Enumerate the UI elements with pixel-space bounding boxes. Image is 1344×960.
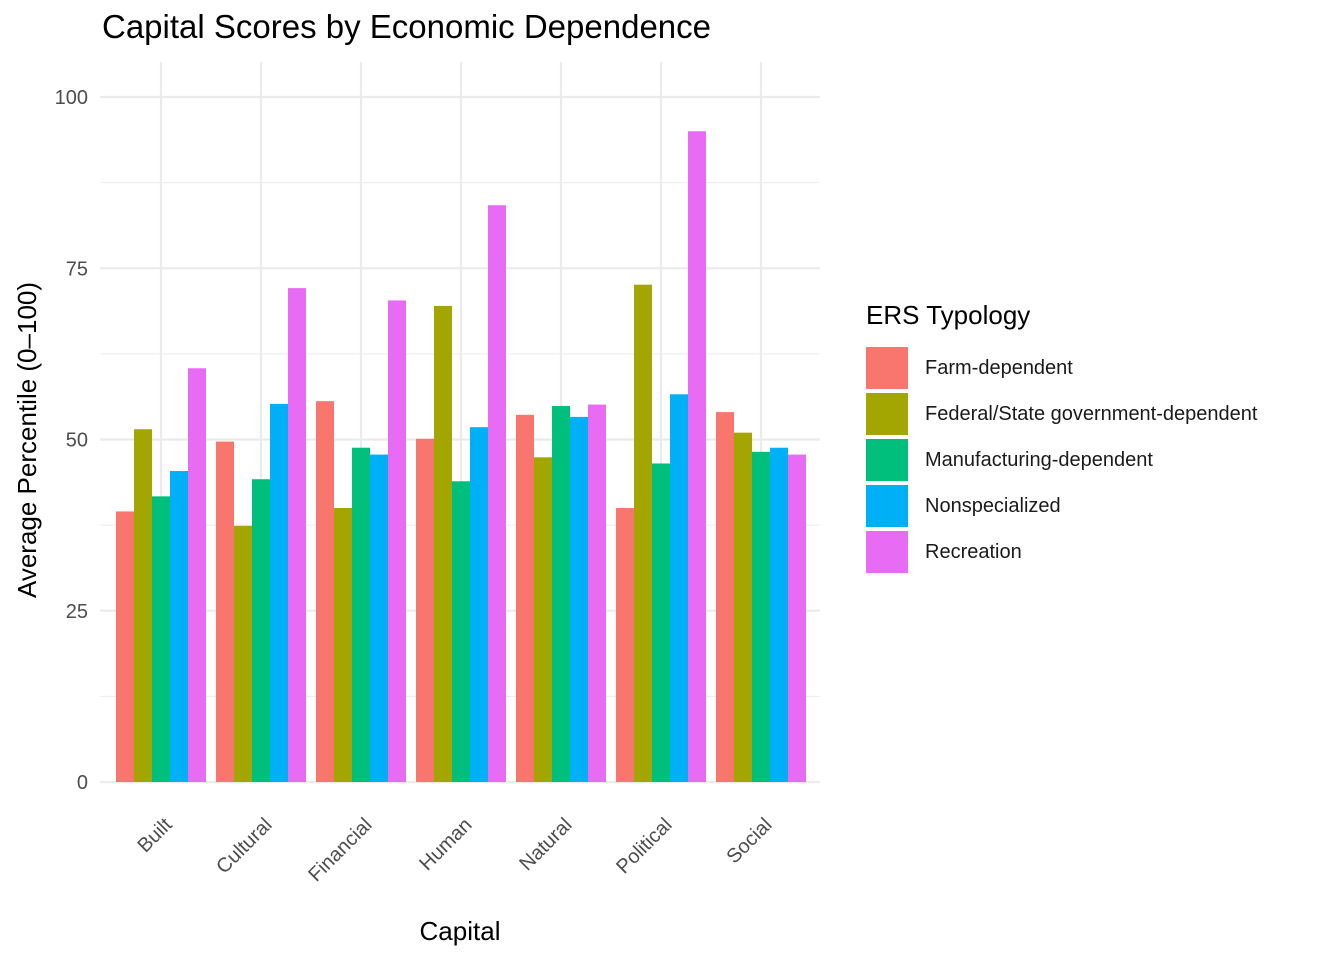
legend-label: Nonspecialized: [925, 494, 1061, 517]
legend-swatch: [866, 347, 908, 389]
y-axis-ticks: 0 25 50 75 100: [55, 87, 88, 794]
x-tick-label-human: Human: [415, 814, 476, 875]
bar-cultural-3: [270, 403, 288, 782]
x-axis-title: Capital: [420, 916, 501, 946]
bar-social-2: [752, 451, 770, 782]
bar-cultural-2: [252, 479, 270, 782]
bar-natural-3: [570, 416, 588, 782]
legend-item: Federal/State government-dependent: [866, 391, 1257, 437]
bar-human-4: [488, 205, 506, 783]
x-tick-label-built: Built: [133, 814, 176, 857]
bar-political-4: [688, 131, 706, 782]
legend-label: Manufacturing-dependent: [925, 448, 1153, 471]
legend-items: Farm-dependent Federal/State government-d…: [866, 345, 1257, 575]
bar-social-3: [770, 447, 788, 782]
y-axis-title: Average Percentile (0–100): [12, 282, 42, 598]
bar-cultural-0: [216, 441, 234, 782]
bar-built-2: [152, 496, 170, 782]
x-tick-label-social: Social: [722, 814, 776, 868]
bar-financial-1: [334, 508, 352, 782]
y-tick-label: 0: [77, 772, 88, 794]
bar-political-3: [670, 394, 688, 782]
bar-political-0: [616, 508, 634, 782]
bar-natural-0: [516, 414, 534, 782]
bar-financial-3: [370, 454, 388, 782]
legend-swatch: [866, 531, 908, 573]
bar-social-1: [734, 432, 752, 782]
legend: ERS Typology Farm-dependent Federal/State…: [866, 300, 1257, 575]
bar-financial-0: [316, 401, 334, 782]
legend-swatch: [866, 439, 908, 481]
x-tick-label-political: Political: [612, 814, 676, 878]
bar-cultural-1: [234, 525, 252, 782]
bar-human-2: [452, 481, 470, 782]
bar-built-0: [116, 511, 134, 782]
bar-built-4: [188, 368, 206, 782]
bar-natural-2: [552, 405, 570, 782]
x-axis-ticks: Built Cultural Financial Human Natural Politi…: [133, 814, 776, 886]
legend-label: Recreation: [925, 540, 1022, 563]
legend-label: Federal/State government-dependent: [925, 402, 1258, 425]
bar-built-3: [170, 471, 188, 782]
y-tick-label: 75: [66, 258, 88, 280]
bar-human-1: [434, 305, 452, 782]
bar-cultural-4: [288, 288, 306, 782]
bar-human-0: [416, 438, 434, 782]
x-tick-label-cultural: Cultural: [212, 814, 276, 878]
bar-natural-4: [588, 404, 606, 782]
bars: [116, 131, 806, 783]
bar-built-1: [134, 429, 152, 782]
legend-item: Recreation: [866, 529, 1257, 575]
legend-swatch: [866, 485, 908, 527]
y-tick-label: 100: [55, 87, 88, 109]
legend-item: Farm-dependent: [866, 345, 1257, 391]
y-tick-label: 25: [66, 601, 88, 623]
chart-title: Capital Scores by Economic Dependence: [102, 8, 712, 45]
legend-swatch: [866, 393, 908, 435]
legend-title: ERS Typology: [866, 300, 1031, 330]
legend-label: Farm-dependent: [925, 356, 1073, 379]
bar-social-4: [788, 454, 806, 782]
x-tick-label-financial: Financial: [304, 814, 376, 886]
bar-political-1: [634, 284, 652, 782]
legend-item: Nonspecialized: [866, 483, 1257, 529]
bar-natural-1: [534, 457, 552, 782]
y-tick-label: 50: [66, 430, 88, 452]
bar-financial-4: [388, 300, 406, 782]
x-tick-label-natural: Natural: [515, 814, 576, 875]
bar-social-0: [716, 412, 734, 782]
bar-human-3: [470, 427, 488, 782]
legend-item: Manufacturing-dependent: [866, 437, 1257, 483]
bar-political-2: [652, 463, 670, 782]
bar-financial-2: [352, 447, 370, 782]
